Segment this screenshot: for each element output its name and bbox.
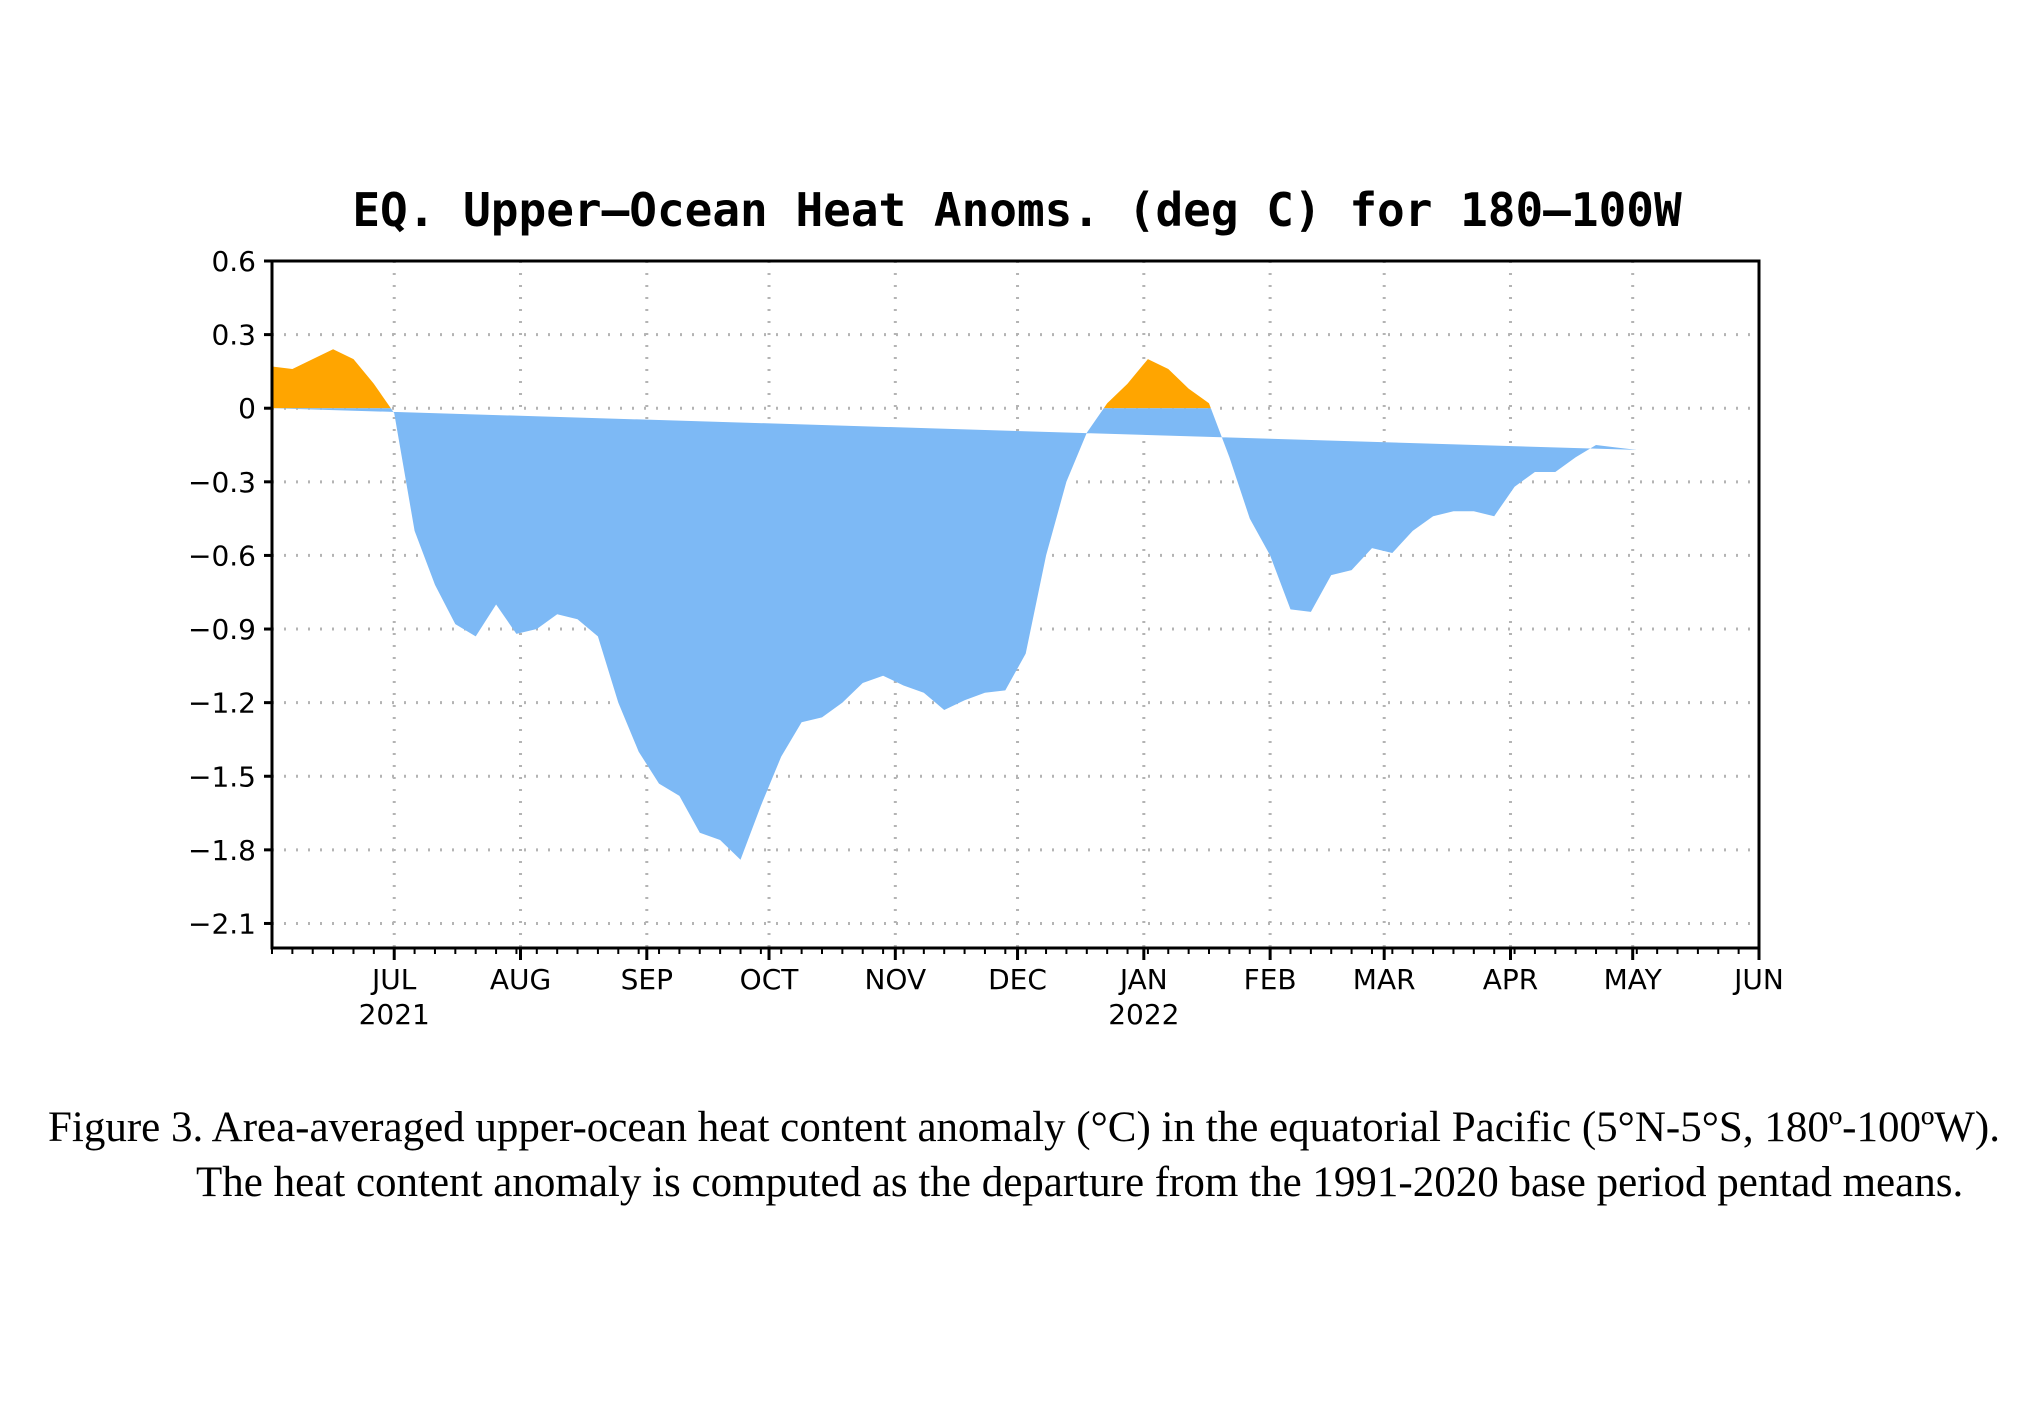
x-tick-label: JUN xyxy=(1732,963,1784,996)
x-tick-year-label: 2021 xyxy=(359,998,430,1031)
x-tick-label: JUL xyxy=(370,963,417,996)
x-tick-label: MAR xyxy=(1353,963,1416,996)
y-tick-label: −0.9 xyxy=(188,613,256,646)
x-tick-label: FEB xyxy=(1244,963,1297,996)
x-tick-label: JAN xyxy=(1118,963,1168,996)
y-tick-label: 0.6 xyxy=(211,245,256,278)
anomaly-area xyxy=(272,349,1637,860)
y-tick-label: −1.2 xyxy=(188,687,256,720)
x-tick-label: OCT xyxy=(740,963,800,996)
y-tick-label: −2.1 xyxy=(188,907,256,940)
x-tick-label: APR xyxy=(1483,963,1539,996)
chart-title: EQ. Upper–Ocean Heat Anoms. (deg C) for … xyxy=(352,183,1682,237)
figure-caption: Figure 3. Area-averaged upper-ocean heat… xyxy=(48,1104,2000,1206)
x-tick-label: SEP xyxy=(621,963,673,996)
y-tick-label: −0.3 xyxy=(188,466,256,499)
y-axis-ticks: 0.6 0.3 0 −0.3 −0.6 −0.9 −1.2 −1.5 −1.8 −2.1 xyxy=(188,245,272,940)
x-tick-label: DEC xyxy=(988,963,1047,996)
negative-anomaly-area xyxy=(272,408,1637,860)
y-tick-label: −1.8 xyxy=(188,834,256,867)
y-tick-label: 0 xyxy=(238,392,256,425)
x-tick-label: NOV xyxy=(864,963,926,996)
axes xyxy=(270,259,1761,950)
x-tick-label: MAY xyxy=(1604,963,1663,996)
y-tick-label: −1.5 xyxy=(188,760,256,793)
positive-anomaly-area xyxy=(272,349,1211,409)
plot-frame xyxy=(270,259,1761,950)
x-tick-label: AUG xyxy=(490,963,551,996)
y-tick-label: 0.3 xyxy=(211,319,256,352)
y-tick-label: −0.6 xyxy=(188,539,256,572)
x-tick-year-label: 2022 xyxy=(1108,998,1179,1031)
